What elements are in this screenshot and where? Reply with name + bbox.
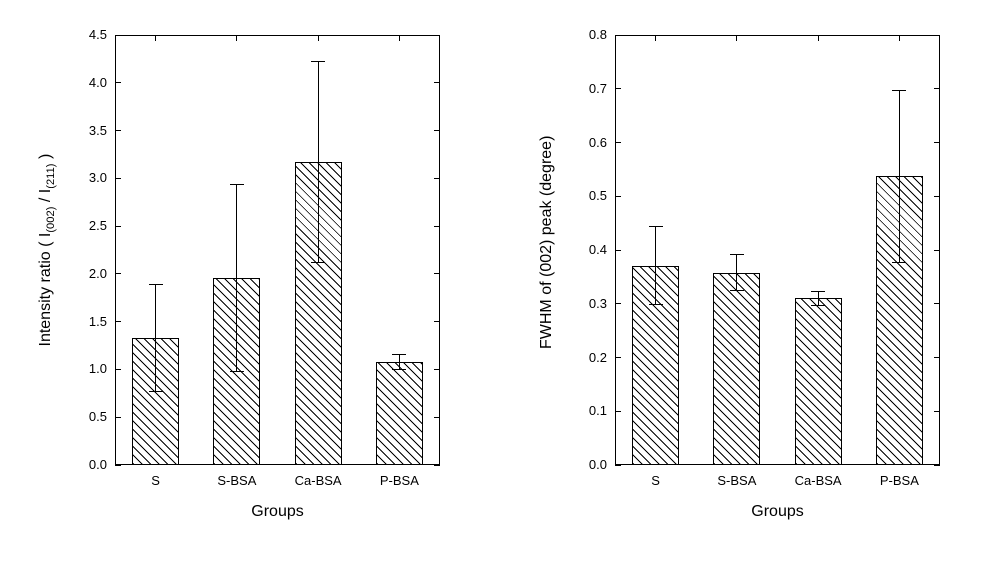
fwhm-errorbar <box>818 291 819 305</box>
fwhm-xtick-label: Ca-BSA <box>795 473 842 488</box>
fwhm-xtick-label: S-BSA <box>717 473 756 488</box>
fwhm-xtick <box>899 35 900 41</box>
fwhm-ytick-label: 0.5 <box>575 188 607 203</box>
fwhm-ytick-label: 0.3 <box>575 296 607 311</box>
figure-container: 0.00.51.01.52.02.53.03.54.04.5SS-BSACa-B… <box>0 0 990 567</box>
fwhm-ytick <box>615 303 621 304</box>
fwhm-bar-hatch <box>714 274 759 464</box>
fwhm-errorbar-cap <box>649 304 663 305</box>
fwhm-ytick <box>615 88 621 89</box>
fwhm-ytick-label: 0.7 <box>575 81 607 96</box>
fwhm-xtick <box>655 35 656 41</box>
fwhm-ytick-label: 0.4 <box>575 242 607 257</box>
fwhm-chart: 0.0 0.1 0.2 0.3 0.4 0.5 0.6 0.7 0.8 S S-BSA Ca-BSA P… <box>0 0 990 567</box>
fwhm-ytick <box>934 196 940 197</box>
fwhm-xtick-label: S <box>651 473 660 488</box>
fwhm-ytick-label: 0.8 <box>575 27 607 42</box>
fwhm-ytick <box>934 465 940 466</box>
fwhm-ylabel: FWHM of (002) peak (degree) <box>538 149 556 349</box>
fwhm-ytick <box>934 250 940 251</box>
fwhm-errorbar-cap <box>649 226 663 227</box>
fwhm-ytick <box>934 303 940 304</box>
fwhm-bar-hatch <box>796 299 841 464</box>
fwhm-ytick-label: 0.0 <box>575 457 607 472</box>
fwhm-ytick <box>934 357 940 358</box>
fwhm-xtick <box>818 35 819 41</box>
fwhm-ytick <box>934 35 940 36</box>
fwhm-ytick-label: 0.2 <box>575 350 607 365</box>
fwhm-errorbar-cap <box>811 305 825 306</box>
fwhm-xlabel: Groups <box>615 503 940 521</box>
fwhm-ytick <box>615 196 621 197</box>
fwhm-bar <box>795 298 842 465</box>
fwhm-ytick <box>615 142 621 143</box>
fwhm-ytick <box>615 465 621 466</box>
fwhm-errorbar-cap <box>730 290 744 291</box>
fwhm-errorbar-cap <box>811 291 825 292</box>
fwhm-ytick <box>615 357 621 358</box>
fwhm-ytick <box>934 142 940 143</box>
fwhm-errorbar-cap <box>892 262 906 263</box>
fwhm-ytick-label: 0.1 <box>575 403 607 418</box>
fwhm-errorbar <box>899 90 900 262</box>
fwhm-errorbar-cap <box>892 90 906 91</box>
fwhm-errorbar <box>736 255 737 290</box>
fwhm-ytick <box>615 250 621 251</box>
fwhm-errorbar-cap <box>730 254 744 255</box>
fwhm-bar <box>713 273 760 465</box>
fwhm-xtick-label: P-BSA <box>880 473 919 488</box>
fwhm-ytick <box>934 88 940 89</box>
fwhm-ytick <box>615 35 621 36</box>
fwhm-ytick-label: 0.6 <box>575 135 607 150</box>
fwhm-ytick <box>934 411 940 412</box>
fwhm-ytick <box>615 411 621 412</box>
fwhm-errorbar <box>655 226 656 304</box>
fwhm-xtick <box>736 35 737 41</box>
